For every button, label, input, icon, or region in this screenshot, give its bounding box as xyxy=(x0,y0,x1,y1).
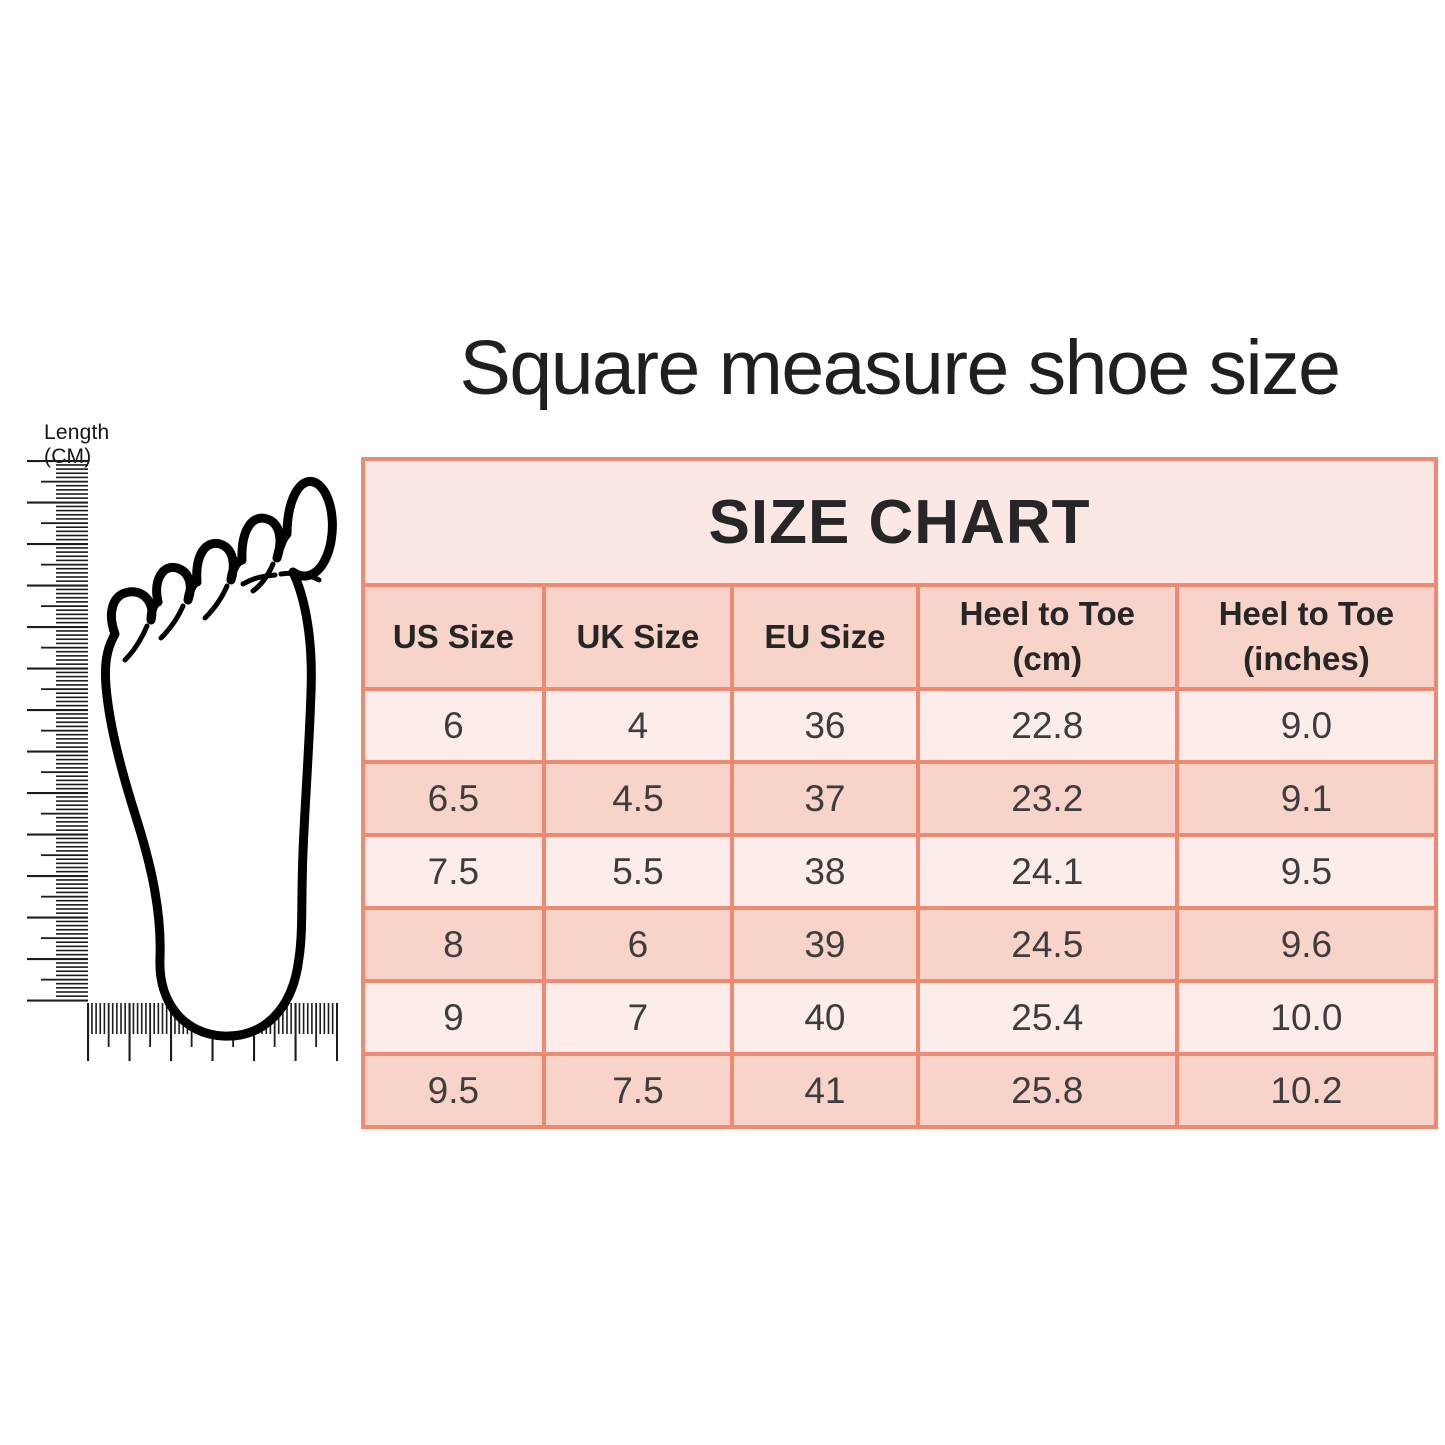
cell-heel-toe-cm: 24.1 xyxy=(915,833,1179,910)
size-chart-banner: SIZE CHART xyxy=(361,457,1438,587)
cell-us-size: 9.5 xyxy=(361,1052,546,1129)
banner-row: SIZE CHART xyxy=(361,457,1438,587)
cell-heel-toe-cm: 23.2 xyxy=(915,760,1179,837)
cell-eu-size: 39 xyxy=(730,906,920,983)
cell-heel-toe-inches: 9.1 xyxy=(1174,760,1439,837)
cell-heel-toe-cm: 25.4 xyxy=(915,979,1179,1056)
vertical-ruler xyxy=(27,460,88,1002)
cell-heel-toe-cm: 22.8 xyxy=(915,687,1179,764)
table-row: 6 4 36 22.8 9.0 xyxy=(361,687,1439,764)
table-header-row: US Size UK Size EU Size Heel to Toe (cm)… xyxy=(361,583,1439,691)
cell-eu-size: 41 xyxy=(730,1052,920,1129)
cell-heel-toe-inches: 9.0 xyxy=(1174,687,1439,764)
column-header-uk-size: UK Size xyxy=(541,583,735,691)
table-row: 9 7 40 25.4 10.0 xyxy=(361,979,1439,1056)
column-header-heel-toe-inches: Heel to Toe (inches) xyxy=(1174,583,1439,691)
cell-eu-size: 36 xyxy=(730,687,920,764)
table-row: 9.5 7.5 41 25.8 10.2 xyxy=(361,1052,1439,1129)
cell-uk-size: 4 xyxy=(541,687,735,764)
column-header-heel-toe-cm: Heel to Toe (cm) xyxy=(915,583,1179,691)
cell-uk-size: 4.5 xyxy=(541,760,735,837)
cell-us-size: 8 xyxy=(361,906,546,983)
cell-uk-size: 7.5 xyxy=(541,1052,735,1129)
foot-outline-icon xyxy=(100,477,337,1041)
cell-uk-size: 5.5 xyxy=(541,833,735,910)
cell-eu-size: 37 xyxy=(730,760,920,837)
cell-heel-toe-inches: 10.0 xyxy=(1174,979,1439,1056)
column-header-us-size: US Size xyxy=(361,583,546,691)
cell-us-size: 7.5 xyxy=(361,833,546,910)
cell-eu-size: 40 xyxy=(730,979,920,1056)
page-title: Square measure shoe size xyxy=(459,325,1341,411)
cell-heel-toe-cm: 25.8 xyxy=(915,1052,1179,1129)
cell-heel-toe-cm: 24.5 xyxy=(915,906,1179,983)
table-row: 7.5 5.5 38 24.1 9.5 xyxy=(361,833,1439,910)
column-header-eu-size: EU Size xyxy=(730,583,920,691)
foot-and-rulers-illustration xyxy=(27,460,338,1063)
cell-heel-toe-inches: 9.6 xyxy=(1174,906,1439,983)
cell-heel-toe-inches: 9.5 xyxy=(1174,833,1439,910)
cell-uk-size: 7 xyxy=(541,979,735,1056)
size-chart-table: SIZE CHART US Size UK Size EU Size Heel … xyxy=(361,457,1439,1129)
cell-eu-size: 38 xyxy=(730,833,920,910)
cell-heel-toe-inches: 10.2 xyxy=(1174,1052,1439,1129)
cell-us-size: 6 xyxy=(361,687,546,764)
cell-us-size: 6.5 xyxy=(361,760,546,837)
table-row: 6.5 4.5 37 23.2 9.1 xyxy=(361,760,1439,837)
cell-uk-size: 6 xyxy=(541,906,735,983)
table-row: 8 6 39 24.5 9.6 xyxy=(361,906,1439,983)
cell-us-size: 9 xyxy=(361,979,546,1056)
